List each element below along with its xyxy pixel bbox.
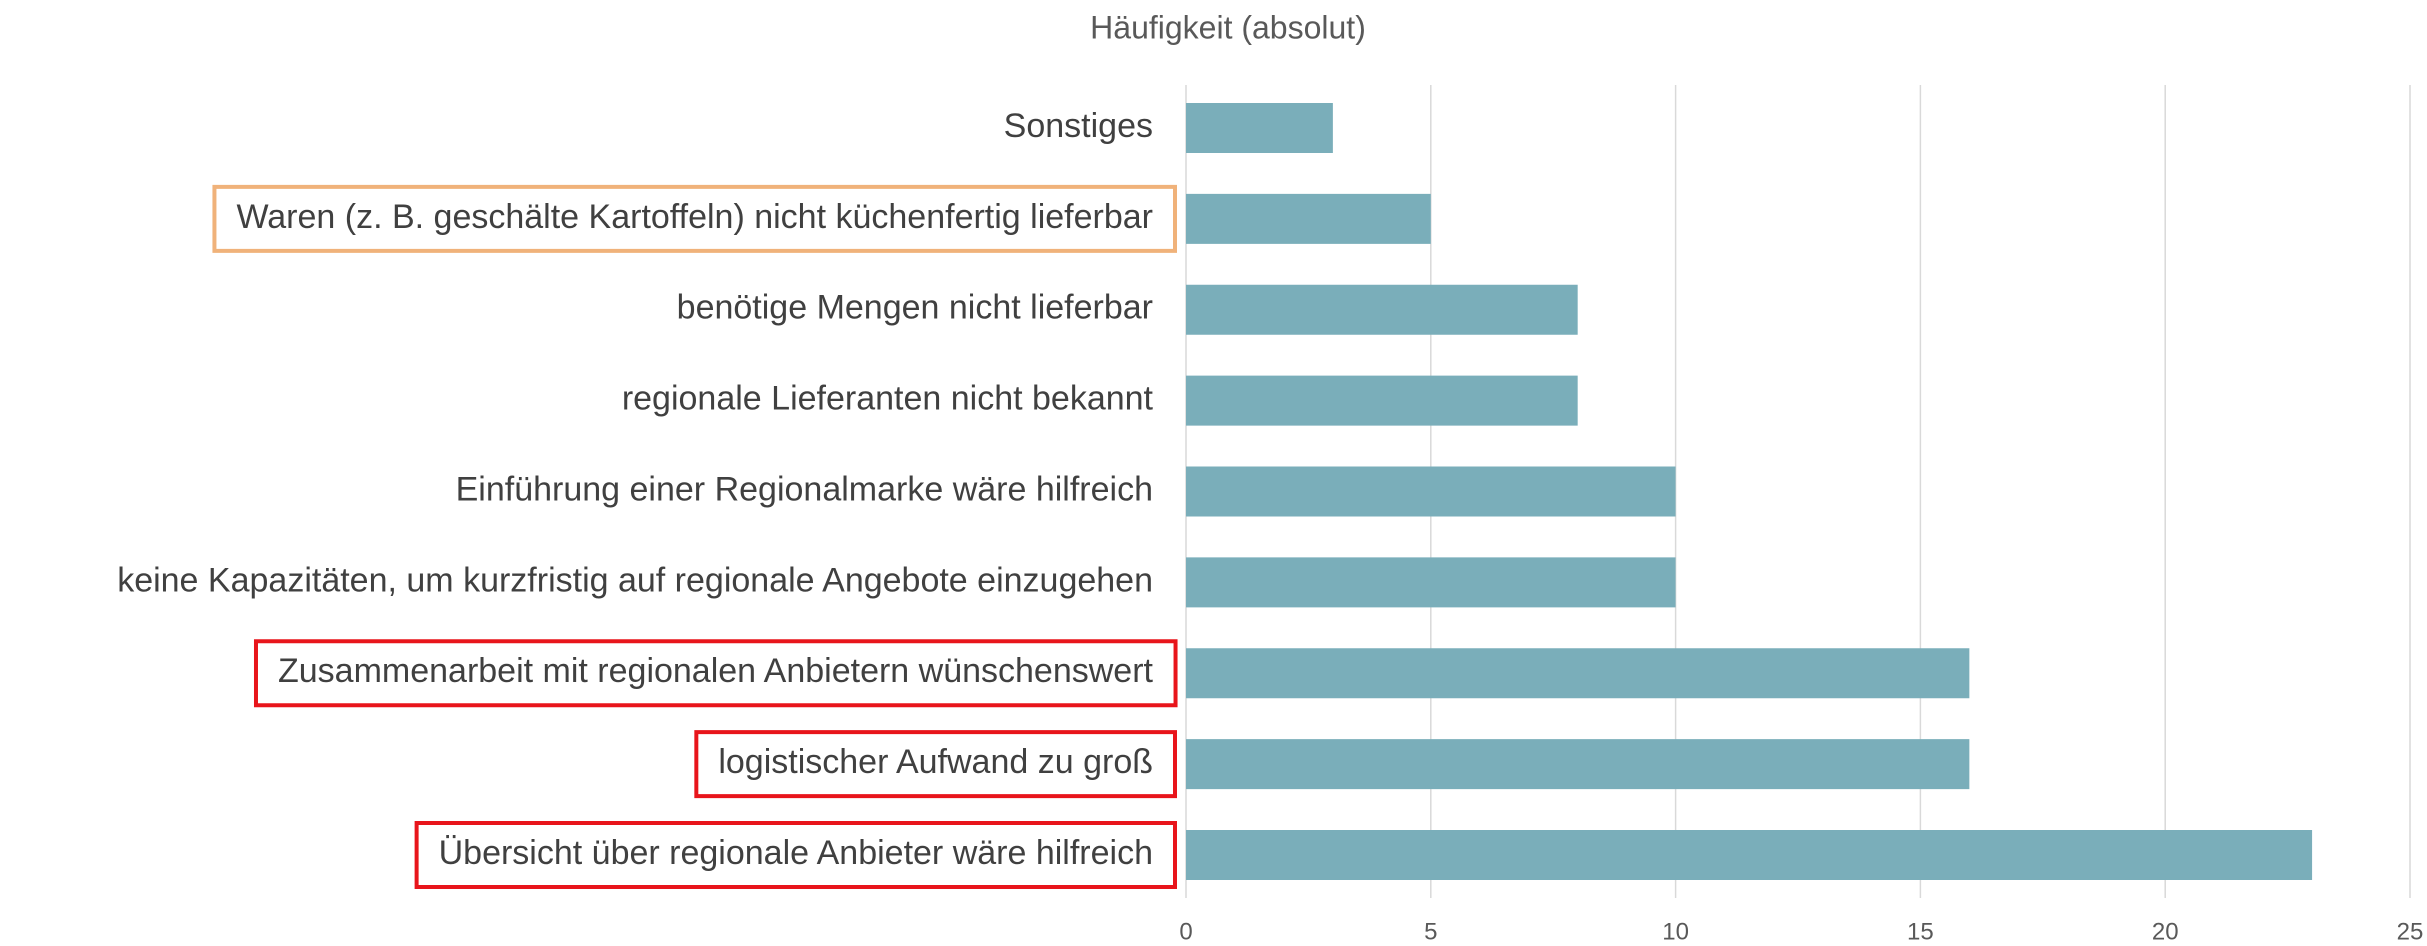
x-tick-label: 20 bbox=[2152, 918, 2179, 945]
x-tick-label: 5 bbox=[1424, 918, 1437, 945]
y-tick-label: Sonstiges bbox=[1004, 107, 1153, 145]
x-tick-label: 0 bbox=[1179, 918, 1192, 945]
bar bbox=[1186, 284, 1578, 335]
y-tick-label: Waren (z. B. geschälte Kartoffeln) nicht… bbox=[236, 198, 1153, 236]
y-tick-label: regionale Lieferanten nicht bekannt bbox=[622, 380, 1154, 418]
bar bbox=[1186, 466, 1676, 517]
chart-title: Häufigkeit (absolut) bbox=[1090, 9, 1366, 45]
bar bbox=[1186, 648, 1970, 699]
y-tick-label: benötige Mengen nicht lieferbar bbox=[677, 289, 1153, 327]
y-tick-label: Zusammenarbeit mit regionalen Anbietern … bbox=[278, 652, 1154, 690]
bar bbox=[1186, 739, 1970, 790]
y-tick-label: Übersicht über regionale Anbieter wäre h… bbox=[439, 834, 1153, 872]
highlight-box bbox=[212, 184, 1177, 253]
x-tick-label: 10 bbox=[1662, 918, 1689, 945]
x-tick-label: 25 bbox=[2397, 918, 2424, 945]
highlight-box bbox=[253, 639, 1178, 708]
bar bbox=[1186, 103, 1333, 153]
bar bbox=[1186, 830, 2313, 880]
bar bbox=[1186, 557, 1676, 608]
x-tick-label: 15 bbox=[1907, 918, 1934, 945]
y-tick-label: keine Kapazitäten, um kurzfristig auf re… bbox=[117, 561, 1153, 599]
highlight-box bbox=[694, 730, 1177, 799]
bar bbox=[1186, 193, 1431, 244]
y-tick-label: Einführung einer Regionalmarke wäre hilf… bbox=[456, 470, 1153, 508]
y-tick-label: logistischer Aufwand zu groß bbox=[718, 743, 1153, 781]
highlight-box bbox=[414, 821, 1177, 889]
bar bbox=[1186, 375, 1578, 426]
